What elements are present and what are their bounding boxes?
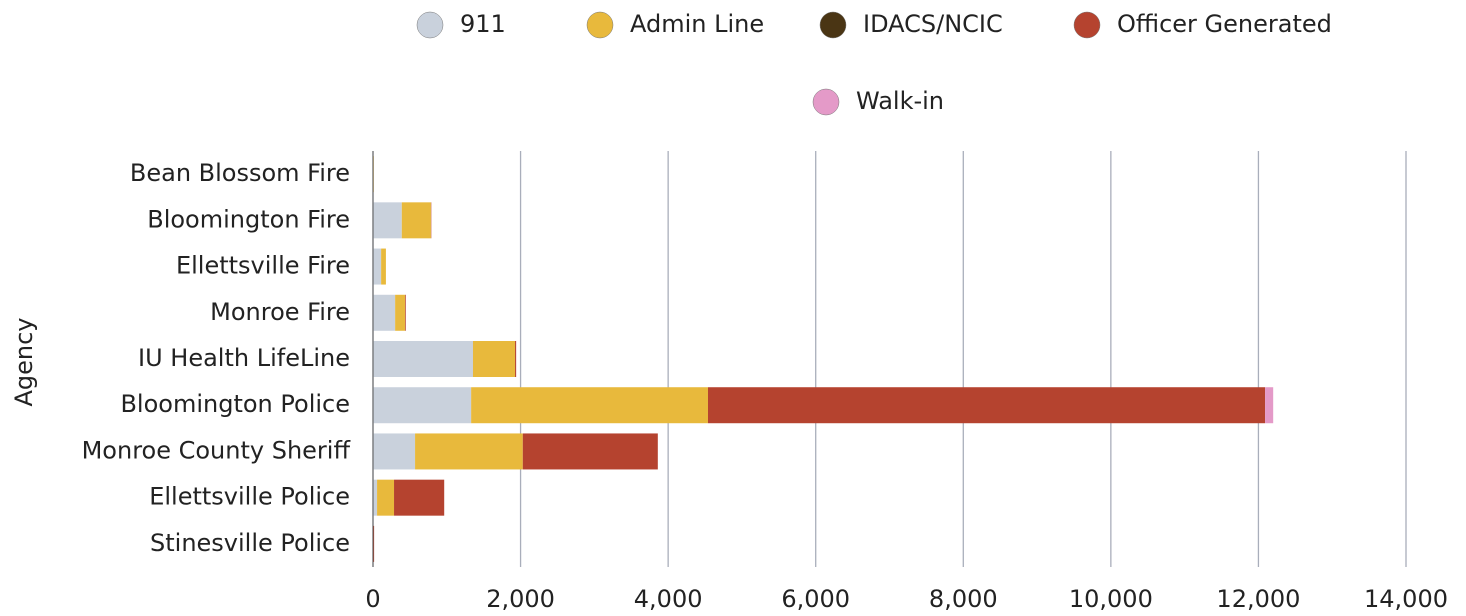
legend-swatch (812, 88, 840, 116)
legend-label: Walk-in (856, 87, 944, 115)
y-tick-label: Bean Blossom Fire (130, 159, 350, 187)
bar-segment (401, 202, 431, 239)
x-tick-label: 12,000 (1216, 585, 1300, 613)
legend-label: 911 (460, 10, 506, 38)
bar-segment (373, 294, 396, 331)
bar-segment (373, 433, 416, 470)
bar-segment (522, 433, 658, 470)
legend-swatch (819, 11, 847, 39)
bar-segment (373, 479, 378, 516)
x-tick-label: 0 (365, 585, 380, 613)
bar-segment (405, 294, 406, 331)
y-tick-label: IU Health LifeLine (138, 344, 350, 372)
x-tick-label: 2,000 (486, 585, 555, 613)
bar-segment (515, 341, 517, 377)
x-tick-label: 14,000 (1364, 585, 1448, 613)
bar-segment (395, 294, 406, 331)
bar-segment (373, 525, 375, 562)
y-tick-label: Ellettsville Fire (176, 252, 350, 280)
bar-segment (415, 433, 523, 470)
legend-label: Admin Line (630, 10, 764, 38)
legend-label: IDACS/NCIC (863, 10, 1003, 38)
y-tick-label: Monroe County Sheriff (82, 436, 351, 464)
bar-segment (472, 341, 516, 377)
bar-segment (373, 387, 472, 424)
bar-segment (1265, 387, 1274, 424)
legend-swatch (586, 11, 614, 39)
bar-segment (471, 387, 708, 424)
y-axis-label: Agency (10, 317, 38, 406)
legend-swatch (1073, 11, 1101, 39)
y-tick-label: Ellettsville Police (149, 483, 350, 511)
bar-segment (394, 479, 445, 516)
x-tick-label: 6,000 (781, 585, 850, 613)
y-tick-label: Stinesville Police (150, 529, 350, 557)
bar-segment (373, 248, 382, 285)
bar-segment (377, 479, 395, 516)
legend-label: Officer Generated (1117, 10, 1332, 38)
bar-segment (373, 341, 473, 377)
x-tick-label: 8,000 (929, 585, 998, 613)
y-tick-label: Bloomington Fire (147, 205, 350, 233)
y-tick-label: Bloomington Police (120, 390, 350, 418)
y-tick-label: Monroe Fire (210, 298, 350, 326)
legend-swatch (416, 11, 444, 39)
bar-segment (381, 248, 386, 285)
bar-segment (707, 387, 1266, 424)
x-tick-label: 4,000 (634, 585, 703, 613)
x-tick-label: 10,000 (1069, 585, 1153, 613)
bar-segment (373, 202, 402, 239)
